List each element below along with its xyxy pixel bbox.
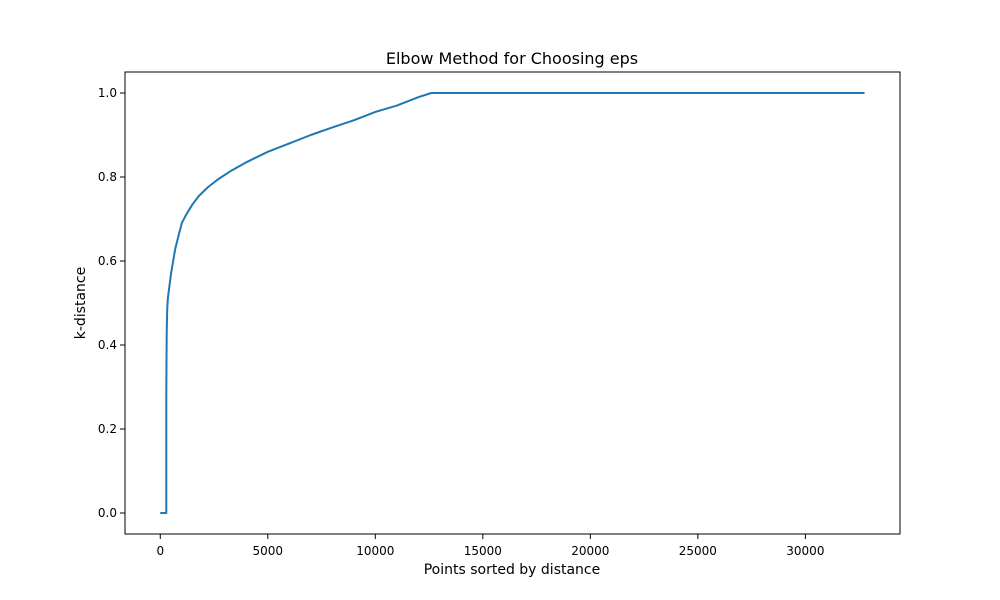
y-tick-label: 0.2 (98, 422, 117, 436)
x-axis-label: Points sorted by distance (424, 562, 601, 578)
x-tick-label: 25000 (679, 544, 717, 558)
x-tick-label: 15000 (464, 544, 502, 558)
series-line (160, 92, 865, 514)
x-tick-label: 20000 (571, 544, 609, 558)
y-axis-label: k-distance (73, 267, 89, 339)
y-axis-ticks: 0.0 0.2 0.4 0.6 0.8 1.0 (98, 86, 125, 520)
y-tick-label: 0.6 (98, 254, 117, 268)
x-tick-label: 10000 (356, 544, 394, 558)
x-tick-label: 5000 (253, 544, 284, 558)
x-tick-label: 0 (156, 544, 164, 558)
x-tick-label: 30000 (786, 544, 824, 558)
plot-frame (124, 71, 901, 535)
y-tick-label: 0.8 (98, 170, 117, 184)
chart-title: Elbow Method for Choosing eps (386, 49, 638, 68)
y-tick-label: 0.0 (98, 506, 117, 520)
y-tick-label: 0.4 (98, 338, 117, 352)
x-axis-ticks: 0 5000 10000 15000 20000 25000 30000 (156, 534, 824, 558)
y-tick-label: 1.0 (98, 86, 117, 100)
